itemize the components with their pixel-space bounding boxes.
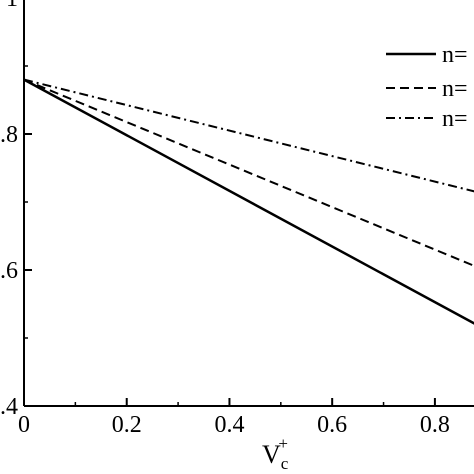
x-tick-label: 0.4 <box>214 412 244 438</box>
x-tick-label: 0.2 <box>112 412 142 438</box>
series-line-dashdot <box>23 78 474 193</box>
legend: n= n= n= <box>386 42 468 132</box>
legend-label: n= <box>442 106 468 132</box>
legend-label: n= <box>442 76 468 102</box>
y-tick-label: .6 <box>0 258 18 284</box>
series-line-solid <box>23 78 474 325</box>
y-tick-label: .8 <box>0 122 18 148</box>
x-tick-label: 0.6 <box>317 412 347 438</box>
ticks: .4 .6 .8 1 0 0.2 0.4 0.6 0.8 <box>0 0 450 438</box>
axes <box>23 0 474 407</box>
series-line-dashed <box>23 78 474 267</box>
legend-label: n= <box>442 42 468 68</box>
x-axis-label: Vc+ <box>262 434 289 473</box>
series-lines <box>23 78 474 325</box>
x-axis-label-superscript: + <box>278 434 288 453</box>
y-tick-label: .4 <box>0 394 18 420</box>
x-tick-label: 0.8 <box>420 412 450 438</box>
y-tick-label: 1 <box>6 0 18 12</box>
x-tick-label: 0 <box>18 412 30 438</box>
x-axis-label-main: V <box>262 440 281 469</box>
x-axis-label-subscript: c <box>281 454 289 473</box>
